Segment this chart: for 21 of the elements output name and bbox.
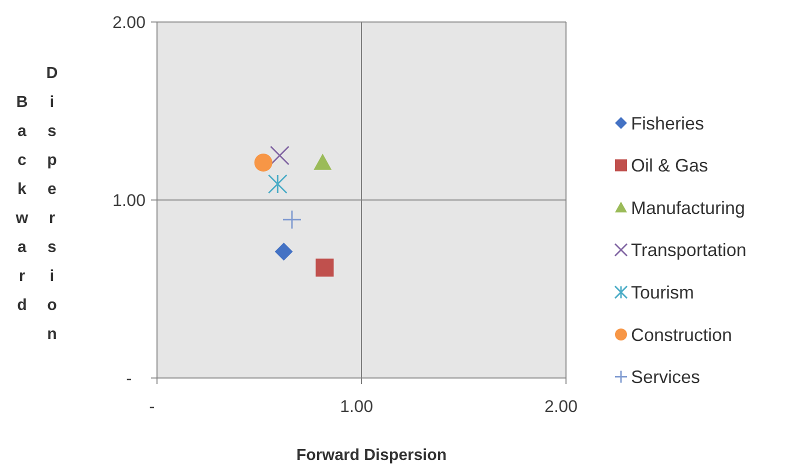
point <box>282 210 302 230</box>
point <box>314 154 332 170</box>
legend-label: Tourism <box>631 282 694 302</box>
point <box>254 154 272 172</box>
x-axis-title: Forward Dispersion <box>296 447 447 464</box>
legend-label: Oil & Gas <box>631 156 708 176</box>
y-tick-label: 1.00 <box>112 190 146 210</box>
y-tick-label: - <box>126 368 132 388</box>
point <box>316 258 334 277</box>
legend-label: Construction <box>631 324 732 345</box>
x-tick-label: 2.00 <box>544 397 578 416</box>
point <box>268 174 288 194</box>
legend-label: Manufacturing <box>631 198 746 218</box>
x-tick-label: 1.00 <box>340 397 374 416</box>
y-tick-label: 2.00 <box>112 12 146 32</box>
legend-label: Services <box>631 367 700 388</box>
point <box>270 146 290 166</box>
point <box>274 242 293 261</box>
y-axis-title: Backward Dispersion <box>14 65 60 355</box>
legend-label: Transportation <box>631 240 746 260</box>
legend-label: Fisheries <box>631 113 704 134</box>
